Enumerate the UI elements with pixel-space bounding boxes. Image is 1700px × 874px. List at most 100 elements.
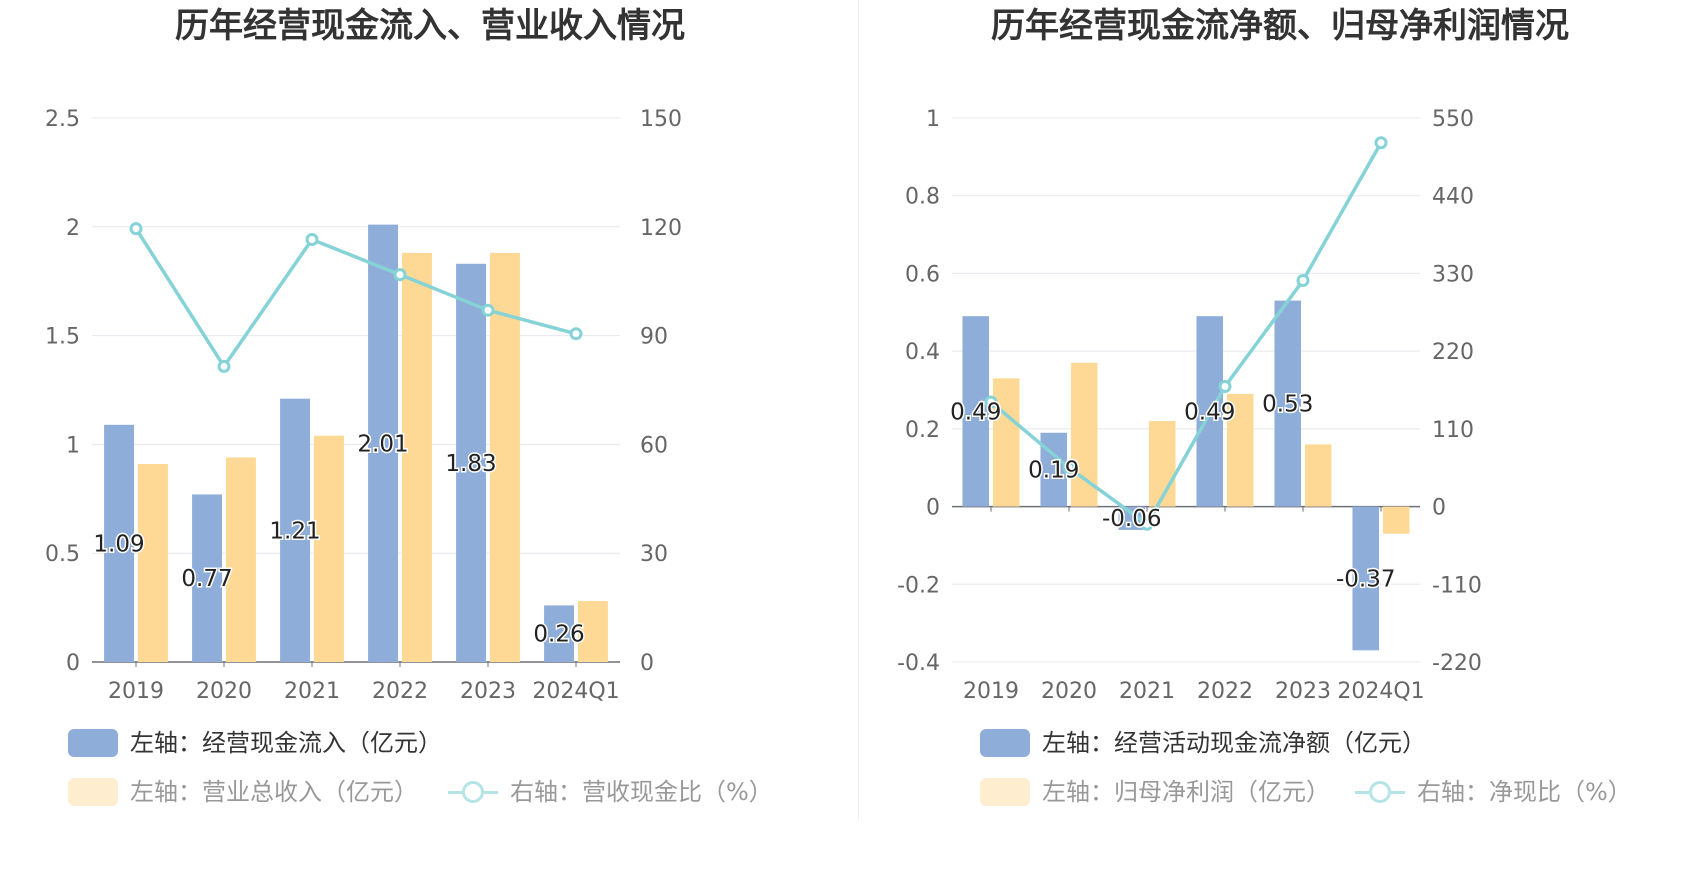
bar-series-2 — [578, 601, 608, 662]
legend-swatch — [980, 729, 1030, 757]
x-tick-label: 2022 — [372, 679, 428, 704]
y-right-tick-label: 30 — [640, 542, 668, 567]
bar-series-2 — [1227, 393, 1254, 507]
y-right-tick-label: 330 — [1432, 262, 1474, 287]
line-point — [305, 232, 319, 246]
line-point — [1218, 379, 1232, 393]
bar-series-1 — [280, 398, 310, 662]
legend-item-series-2[interactable]: 左轴：归母净利润（亿元） — [980, 775, 1330, 809]
legend-label: 左轴：经营现金流入（亿元） — [130, 729, 442, 757]
x-tick-label: 2024Q1 — [532, 679, 619, 704]
bar-series-1 — [104, 424, 134, 662]
bar-series-1 — [456, 263, 486, 662]
bar-series-2 — [1071, 362, 1098, 507]
line-point — [1296, 273, 1310, 287]
chart-panel-netcash-profit: 历年经营现金流净额、归母净利润情况 -0.4 -0.2 0 0.2 0.4 0.6 0.8 1… — [860, 0, 1700, 874]
bar-series-1 — [192, 494, 222, 662]
y-right-tick-label: 0 — [1432, 496, 1446, 521]
y-left-tick-label: 1 — [926, 107, 940, 132]
bar-series-2 — [1149, 421, 1176, 507]
y-left-tick-label: 2.5 — [45, 107, 80, 132]
x-tick-label: 2023 — [1275, 679, 1331, 704]
bar-data-label: 0.77 — [181, 566, 232, 592]
bar-data-label: 0.49 — [950, 399, 1001, 425]
y-left-tick-label: 2 — [66, 216, 80, 241]
legend-item-series-3[interactable]: 右轴：营收现金比（%） — [448, 775, 773, 809]
panel-divider — [858, 0, 859, 820]
bar-series-1 — [368, 224, 398, 662]
x-tick-label: 2020 — [196, 679, 252, 704]
legend-swatch — [68, 778, 118, 806]
y-right-tick-label: 90 — [640, 325, 668, 350]
x-tick-label: 2021 — [284, 679, 340, 704]
legend-line-swatch — [448, 778, 498, 806]
y-right-tick-label: 0 — [640, 651, 654, 676]
bar-series-1 — [1040, 432, 1067, 507]
bar-series-1 — [1118, 506, 1145, 530]
y-right-tick-label: 110 — [1432, 418, 1474, 443]
bar-data-label: 0.49 — [1184, 399, 1235, 425]
legend-item-series-2[interactable]: 左轴：营业总收入（亿元） — [68, 775, 418, 809]
y-right-tick-label: -110 — [1432, 573, 1482, 598]
bar-series-1 — [1352, 506, 1379, 651]
bar-data-label: 1.09 — [93, 531, 144, 557]
y-left-tick-label: -0.2 — [897, 573, 940, 598]
bar-series-2 — [402, 252, 432, 663]
bar-data-label: 1.21 — [269, 518, 320, 544]
y-left-tick-label: 1.5 — [45, 325, 80, 350]
bar-data-label: 2.01 — [357, 431, 408, 457]
y-left-tick-label: 0 — [926, 496, 940, 521]
legend-swatch — [980, 778, 1030, 806]
chart-title: 历年经营现金流净额、归母净利润情况 — [991, 6, 1569, 46]
legend-item-series-1[interactable]: 左轴：经营现金流入（亿元） — [68, 726, 442, 760]
bar-series-2 — [1305, 444, 1332, 507]
bar-series-1 — [1274, 300, 1301, 507]
bar-data-label: 1.83 — [445, 451, 496, 477]
chart-title: 历年经营现金流入、营业收入情况 — [175, 6, 685, 46]
bar-series-2 — [314, 435, 344, 662]
y-left-tick-label: 1 — [66, 433, 80, 458]
y-left-tick-label: 0.4 — [905, 340, 940, 365]
chart-canvas: -0.4 -0.2 0 0.2 0.4 0.6 0.8 1 -220 -110 0 110 220 330… — [897, 107, 1482, 704]
line-point — [1140, 517, 1154, 531]
bar-series-2 — [490, 252, 520, 663]
y-right-tick-label: 220 — [1432, 340, 1474, 365]
bar-series-1 — [962, 316, 989, 507]
y-right-tick-label: 120 — [640, 216, 682, 241]
line-point — [984, 395, 998, 409]
legend-label: 左轴：归母净利润（亿元） — [1042, 778, 1330, 806]
line-series — [989, 141, 1383, 527]
x-tick-label: 2019 — [963, 679, 1019, 704]
y-left-tick-label: 0.5 — [45, 542, 80, 567]
bar-series-1 — [544, 605, 574, 662]
y-right-tick-label: 150 — [640, 107, 682, 132]
y-right-tick-label: 550 — [1432, 107, 1474, 132]
legend-item-series-3[interactable]: 右轴：净现比（%） — [1355, 775, 1632, 809]
y-right-tick-label: 440 — [1432, 185, 1474, 210]
y-left-tick-label: 0 — [66, 651, 80, 676]
y-left-tick-label: 0.6 — [905, 262, 940, 287]
bar-data-label: -0.37 — [1336, 566, 1396, 592]
bar-series-2 — [138, 463, 168, 662]
y-left-tick-label: -0.4 — [897, 651, 940, 676]
x-tick-label: 2020 — [1041, 679, 1097, 704]
bar-data-label: 0.53 — [1262, 392, 1313, 418]
y-left-tick-label: 0.8 — [905, 185, 940, 210]
x-tick-label: 2022 — [1197, 679, 1253, 704]
y-right-tick-label: -220 — [1432, 651, 1482, 676]
y-right-tick-label: 60 — [640, 433, 668, 458]
legend-label: 左轴：营业总收入（亿元） — [130, 778, 418, 806]
bar-series-2 — [1383, 506, 1410, 534]
chart-panel-cashflow-revenue: 历年经营现金流入、营业收入情况 0 0.5 1 1.5 2 2.5 0 30 60 90 120 15… — [45, 6, 773, 809]
line-point — [217, 359, 231, 373]
bar-series-2 — [993, 378, 1020, 507]
legend-label: 右轴：净现比（%） — [1417, 778, 1632, 806]
line-point — [481, 303, 495, 317]
y-left-tick-label: 0.2 — [905, 418, 940, 443]
line-point — [569, 327, 583, 341]
chart-canvas: 0 0.5 1 1.5 2 2.5 0 30 60 90 120 150 2019 2020 2021 202… — [45, 107, 682, 704]
legend-item-series-1[interactable]: 左轴：经营活动现金流净额（亿元） — [980, 726, 1426, 760]
line-point — [129, 222, 143, 236]
line-point — [1374, 136, 1388, 150]
line-series — [134, 227, 577, 370]
